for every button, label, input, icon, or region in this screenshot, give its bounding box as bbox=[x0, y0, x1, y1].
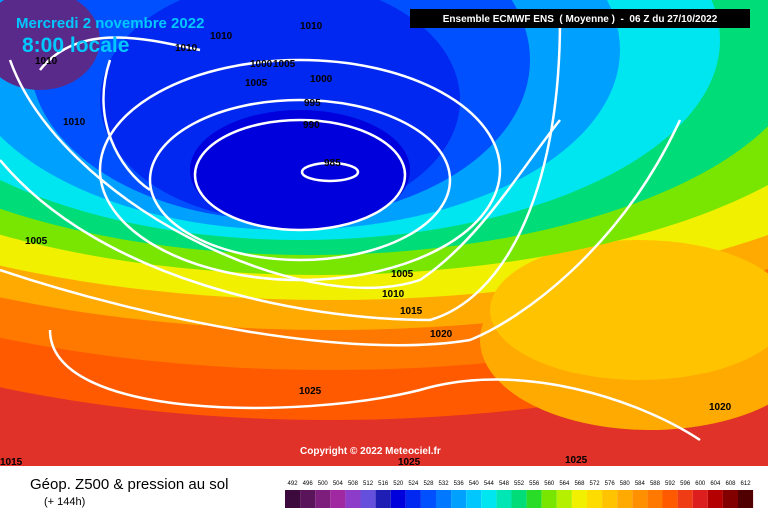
scale-label: 552 bbox=[514, 481, 525, 487]
scale-swatch bbox=[541, 490, 557, 508]
scale-label: 588 bbox=[650, 481, 661, 487]
isobar-label: 1020 bbox=[430, 329, 453, 340]
footer-lead: (+ 144h) bbox=[44, 496, 85, 508]
scale-label: 500 bbox=[318, 481, 329, 487]
isobar-label: 1005 bbox=[245, 78, 268, 89]
scale-label: 496 bbox=[303, 481, 314, 487]
scale-swatch bbox=[692, 490, 708, 508]
scale-label: 560 bbox=[544, 481, 555, 487]
scale-swatch bbox=[451, 490, 467, 508]
isobar-label: 1025 bbox=[398, 457, 421, 468]
scale-swatch bbox=[511, 490, 527, 508]
isobar-label: 1020 bbox=[709, 402, 732, 413]
scale-swatch bbox=[345, 490, 361, 508]
isobar-labels: 1010 1010 1010 1010 1000 1005 1000 1005 … bbox=[0, 21, 732, 468]
scale-swatch bbox=[330, 490, 346, 508]
scale-label: 520 bbox=[393, 481, 404, 487]
isobar-label: 985 bbox=[324, 158, 341, 169]
isobar-label: 1010 bbox=[63, 117, 86, 128]
isobar-label: 1025 bbox=[299, 386, 322, 397]
isobar-label: 1010 bbox=[175, 43, 198, 54]
scale-swatch bbox=[375, 490, 391, 508]
scale-label: 612 bbox=[741, 481, 752, 487]
scale-swatch bbox=[300, 490, 316, 508]
scale-swatch bbox=[707, 490, 723, 508]
isobar-label: 1015 bbox=[400, 306, 423, 317]
color-scale: 492 496 500 504 508 512 516 520 524 528 532 536 540 5… bbox=[285, 481, 754, 508]
scale-label: 528 bbox=[423, 481, 434, 487]
scale-label: 508 bbox=[348, 481, 359, 487]
isobar-label: 1005 bbox=[25, 236, 48, 247]
scale-swatch bbox=[390, 490, 406, 508]
isobar-label: 1010 bbox=[35, 56, 58, 67]
scale-swatch bbox=[617, 490, 633, 508]
scale-label: 532 bbox=[439, 481, 450, 487]
scale-swatch bbox=[677, 490, 693, 508]
time: 8:00 locale bbox=[22, 34, 129, 57]
scale-label: 604 bbox=[710, 481, 721, 487]
scale-label: 584 bbox=[635, 481, 646, 487]
scale-label: 556 bbox=[529, 481, 540, 487]
scale-swatch bbox=[285, 490, 301, 508]
scale-swatch bbox=[722, 490, 738, 508]
model-box bbox=[410, 9, 750, 28]
scale-label: 600 bbox=[695, 481, 706, 487]
scale-swatch bbox=[602, 490, 618, 508]
scale-label: 548 bbox=[499, 481, 510, 487]
field bbox=[0, 0, 768, 466]
scale-label: 608 bbox=[725, 481, 736, 487]
scale-label: 540 bbox=[469, 481, 480, 487]
scale-label: 512 bbox=[363, 481, 374, 487]
isobar-label: 1025 bbox=[565, 455, 588, 466]
scale-label: 572 bbox=[590, 481, 601, 487]
scale-label: 524 bbox=[408, 481, 419, 487]
scale-swatch bbox=[466, 490, 482, 508]
scale-swatch bbox=[587, 490, 603, 508]
isobar-label: 1000 bbox=[250, 59, 273, 70]
footer-title: Géop. Z500 & pression au sol bbox=[30, 476, 228, 493]
isobars bbox=[0, 19, 701, 442]
scale-label: 564 bbox=[559, 481, 570, 487]
scale-swatch bbox=[526, 490, 542, 508]
isobar-label: 1015 bbox=[0, 457, 23, 468]
scale-swatch bbox=[360, 490, 376, 508]
scale-label: 596 bbox=[680, 481, 691, 487]
scale-swatch bbox=[647, 490, 663, 508]
scale-label: 576 bbox=[605, 481, 616, 487]
scale-label: 504 bbox=[333, 481, 344, 487]
scale-swatch bbox=[738, 490, 754, 508]
model: Ensemble ECMWF ENS ( Moyenne ) - 06 Z du… bbox=[443, 14, 718, 25]
scale-swatch bbox=[496, 490, 512, 508]
scale-swatch bbox=[420, 490, 436, 508]
isobar-label: 1005 bbox=[391, 269, 414, 280]
isobar-label: 995 bbox=[304, 98, 321, 109]
isobar-label: 1005 bbox=[273, 59, 296, 70]
scale-swatch bbox=[662, 490, 678, 508]
scale-label: 536 bbox=[454, 481, 465, 487]
isobar-label: 990 bbox=[303, 120, 320, 131]
copyright: Copyright © 2022 Meteociel.fr bbox=[300, 446, 441, 457]
isobar-label: 1000 bbox=[310, 74, 333, 85]
scale-label: 492 bbox=[288, 481, 299, 487]
scale-swatch bbox=[315, 490, 331, 508]
scale-label: 516 bbox=[378, 481, 389, 487]
scale-label: 568 bbox=[574, 481, 585, 487]
scale-swatch bbox=[632, 490, 648, 508]
scale-swatch bbox=[571, 490, 587, 508]
scale-label: 580 bbox=[620, 481, 631, 487]
scale-label: 592 bbox=[665, 481, 676, 487]
scale-swatch bbox=[556, 490, 572, 508]
date: Mercredi 2 novembre 2022 bbox=[16, 15, 204, 32]
scale-swatch bbox=[436, 490, 452, 508]
isobar-label: 1010 bbox=[382, 289, 405, 300]
scale-swatch bbox=[405, 490, 421, 508]
scale-label: 544 bbox=[484, 481, 495, 487]
isobar-label: 1010 bbox=[210, 31, 233, 42]
isobar-label: 1010 bbox=[300, 21, 323, 32]
scale-swatch bbox=[481, 490, 497, 508]
